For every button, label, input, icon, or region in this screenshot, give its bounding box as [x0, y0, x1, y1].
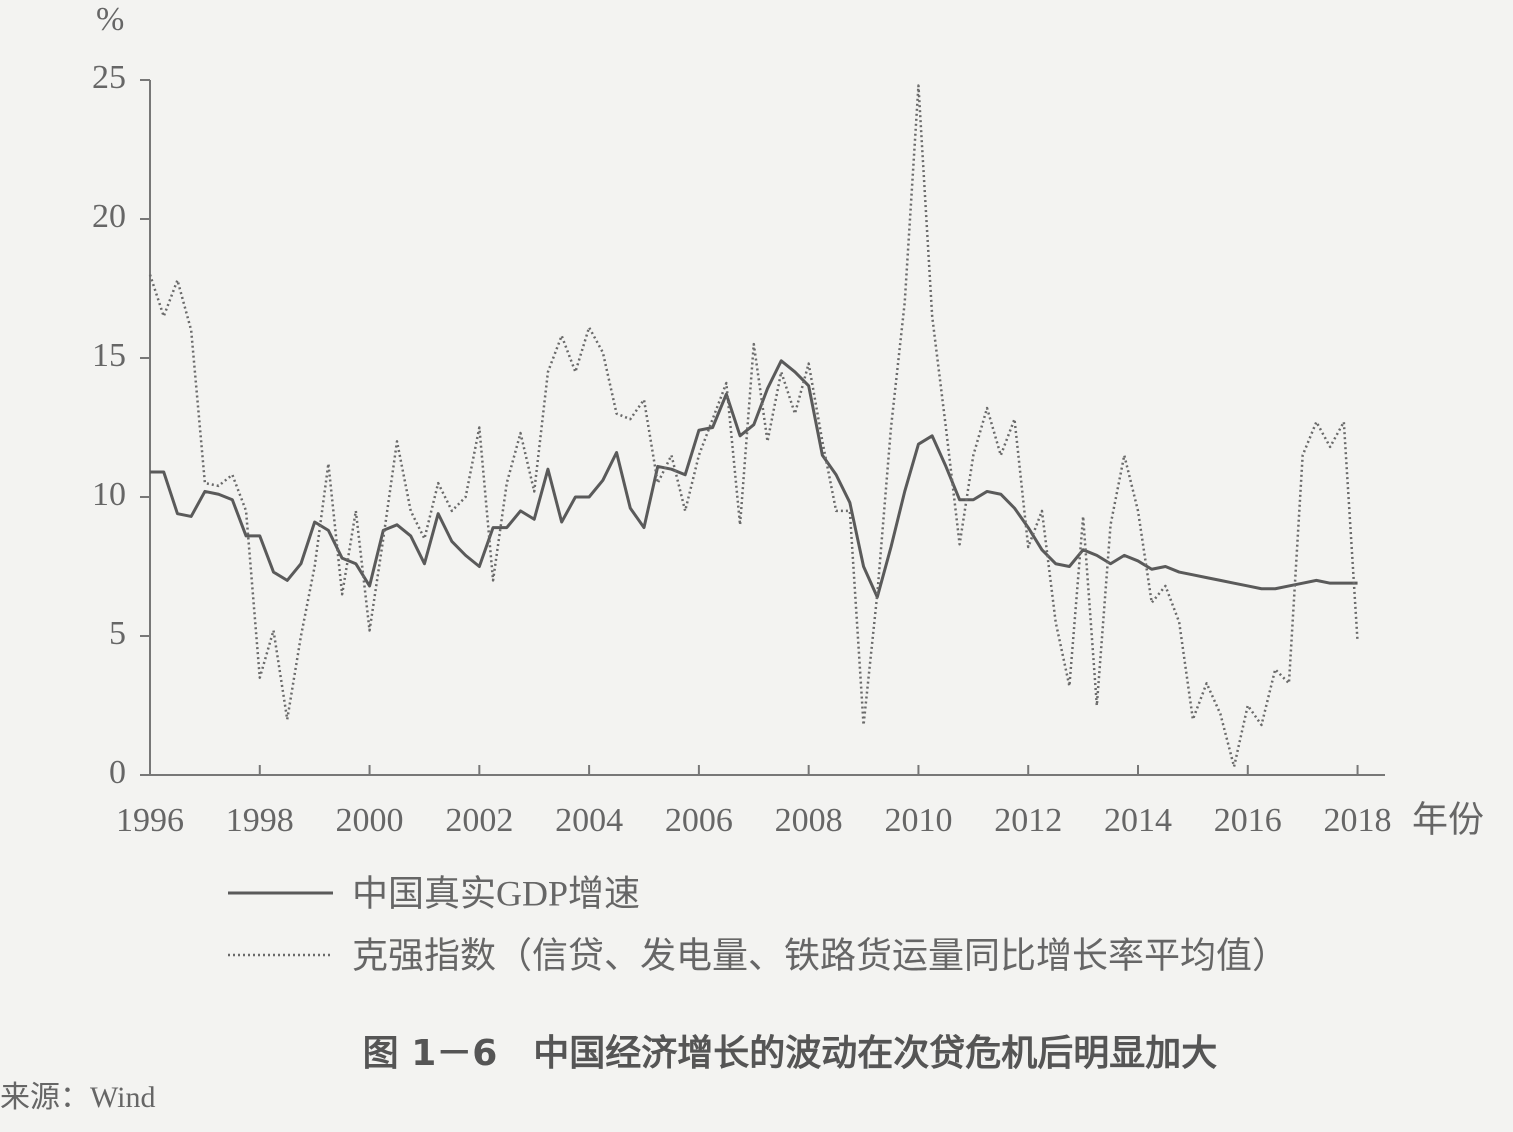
- x-tick-label: 2004: [555, 802, 623, 839]
- series-line: [148, 84, 1359, 768]
- y-tick-label: 15: [92, 337, 126, 374]
- y-unit: %: [96, 1, 124, 38]
- x-tick-label: 2006: [665, 802, 733, 839]
- x-tick-label: 2008: [775, 802, 843, 839]
- y-tick-label: 0: [109, 754, 126, 791]
- y-tick-label: 10: [92, 476, 126, 513]
- caption: 图 1－6 中国经济增长的波动在次贷危机后明显加大: [363, 1033, 1218, 1074]
- x-tick-label: 1996: [116, 802, 184, 839]
- x-axis-label: 年份: [1412, 799, 1484, 839]
- y-tick-label: 20: [92, 198, 126, 235]
- x-tick-label: 2002: [445, 802, 513, 839]
- x-tick-label: 1998: [226, 802, 294, 839]
- x-tick-label: 2010: [884, 802, 952, 839]
- x-tick-label: 2000: [336, 802, 404, 839]
- source: 来源：Wind: [0, 1081, 155, 1114]
- x-tick-label: 2014: [1104, 802, 1172, 839]
- x-tick-label: 2012: [994, 802, 1062, 839]
- y-tick-label: 5: [109, 615, 126, 652]
- legend-label: 克强指数（信贷、发电量、铁路货运量同比增长率平均值）: [352, 935, 1288, 975]
- x-tick-label: 2018: [1324, 802, 1392, 839]
- y-tick-label: 25: [92, 59, 126, 96]
- x-tick-label: 2016: [1214, 802, 1282, 839]
- legend-label: 中国真实GDP增速: [352, 873, 640, 913]
- series-line: [150, 359, 1358, 599]
